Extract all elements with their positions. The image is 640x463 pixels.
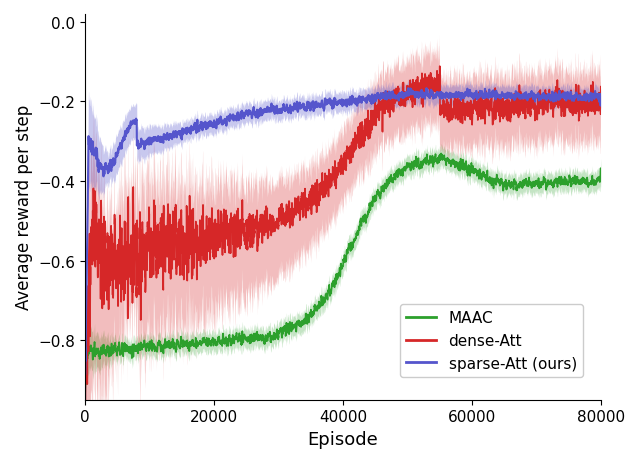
Y-axis label: Average reward per step: Average reward per step [15,105,33,310]
Legend: MAAC, dense-Att, sparse-Att (ours): MAAC, dense-Att, sparse-Att (ours) [400,305,583,377]
X-axis label: Episode: Episode [308,430,378,448]
